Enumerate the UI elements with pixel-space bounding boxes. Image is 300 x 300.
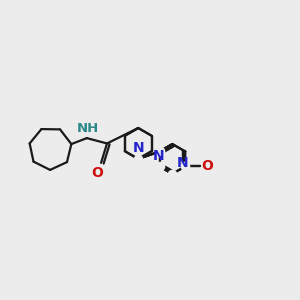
Text: O: O bbox=[201, 159, 213, 173]
Text: N: N bbox=[133, 141, 145, 155]
Text: N: N bbox=[153, 149, 165, 163]
Text: NH: NH bbox=[76, 122, 98, 135]
Text: N: N bbox=[177, 156, 188, 170]
Text: O: O bbox=[91, 166, 103, 180]
